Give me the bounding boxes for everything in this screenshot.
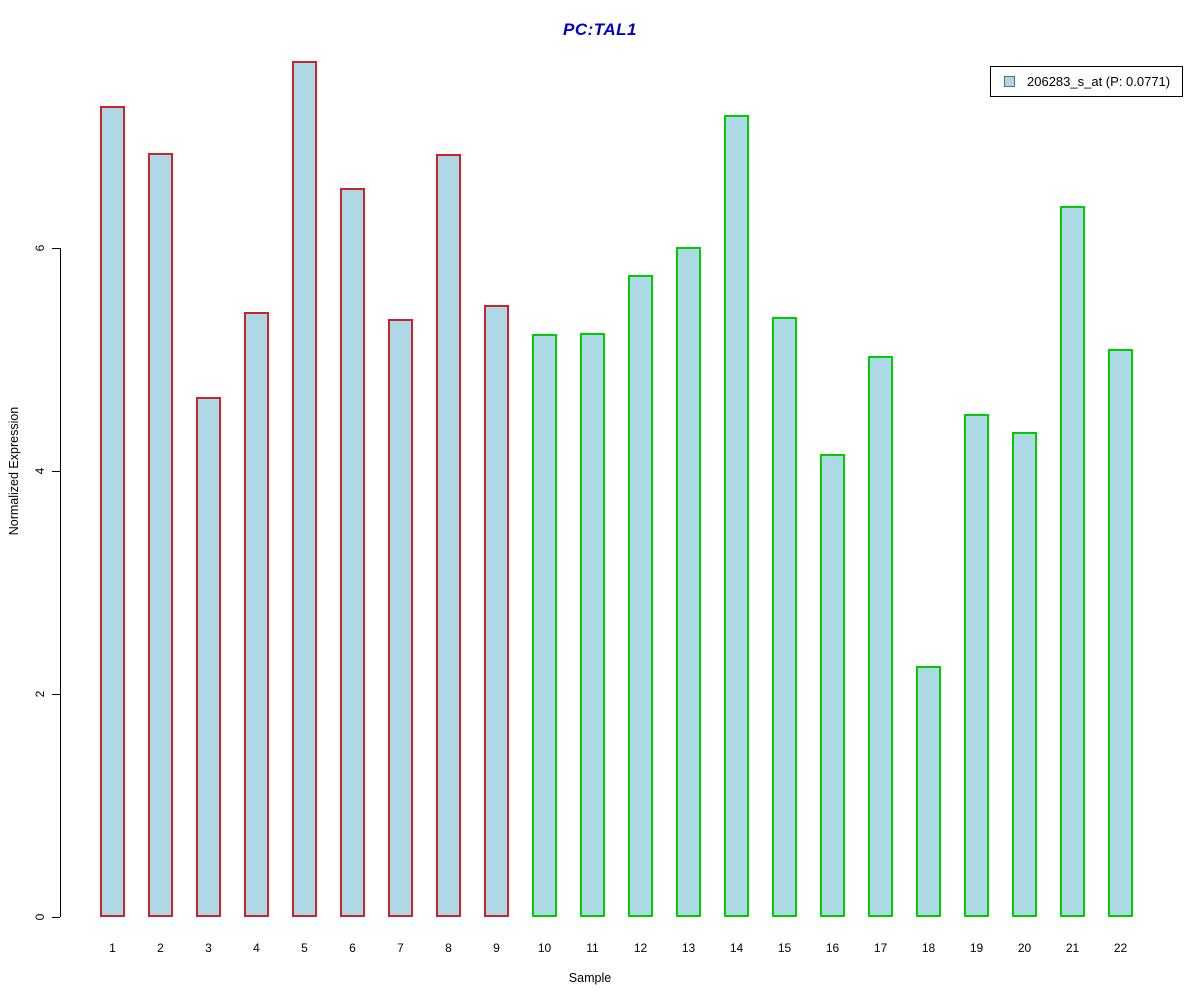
x-tick-label: 5 xyxy=(301,941,308,955)
x-tick-label: 12 xyxy=(633,941,648,955)
x-tick-label: 13 xyxy=(681,941,696,955)
x-tick-label: 21 xyxy=(1065,941,1080,955)
bar-sample-21 xyxy=(1060,206,1085,917)
bar-sample-1 xyxy=(100,106,125,917)
bar-sample-12 xyxy=(628,275,653,917)
bar-sample-6 xyxy=(340,188,365,917)
bar-sample-3 xyxy=(196,397,221,917)
bar-sample-8 xyxy=(436,154,461,917)
x-tick-label: 4 xyxy=(253,941,260,955)
x-tick-label: 6 xyxy=(349,941,356,955)
x-tick-label: 3 xyxy=(205,941,212,955)
page-title: PC:TAL1 xyxy=(562,20,637,39)
x-tick-label: 22 xyxy=(1113,941,1128,955)
x-tick-label: 7 xyxy=(397,941,404,955)
x-tick-label: 19 xyxy=(969,941,984,955)
y-tick-label: 4 xyxy=(33,467,47,475)
legend-swatch-icon xyxy=(1004,76,1015,87)
x-tick-label: 17 xyxy=(873,941,888,955)
y-axis-title: Normalized Expression xyxy=(7,406,21,536)
x-axis-title: Sample xyxy=(568,971,612,985)
bar-sample-9 xyxy=(484,305,509,917)
bar-sample-16 xyxy=(820,454,845,917)
y-tick xyxy=(52,693,60,695)
bar-sample-5 xyxy=(292,61,317,917)
bar-sample-17 xyxy=(868,356,893,917)
y-axis-line xyxy=(60,248,61,917)
legend: 206283_s_at (P: 0.0771) xyxy=(990,66,1183,97)
bar-sample-13 xyxy=(676,247,701,917)
x-tick-label: 14 xyxy=(729,941,744,955)
y-tick xyxy=(52,916,60,918)
bar-sample-18 xyxy=(916,666,941,917)
bar-sample-19 xyxy=(964,414,989,917)
y-tick xyxy=(52,470,60,472)
y-tick-label: 0 xyxy=(33,913,47,921)
y-tick xyxy=(52,247,60,249)
x-tick-label: 8 xyxy=(445,941,452,955)
x-tick-label: 9 xyxy=(493,941,500,955)
y-tick-label: 6 xyxy=(33,244,47,252)
bar-sample-10 xyxy=(532,334,557,917)
x-tick-label: 15 xyxy=(777,941,792,955)
x-tick-label: 10 xyxy=(537,941,552,955)
bar-sample-11 xyxy=(580,333,605,917)
bar-sample-15 xyxy=(772,317,797,917)
bar-sample-4 xyxy=(244,312,269,917)
bar-sample-2 xyxy=(148,153,173,917)
bar-sample-7 xyxy=(388,319,413,917)
x-tick-label: 16 xyxy=(825,941,840,955)
x-tick-label: 1 xyxy=(109,941,116,955)
bar-sample-22 xyxy=(1108,349,1133,917)
x-tick-label: 18 xyxy=(921,941,936,955)
bar-sample-20 xyxy=(1012,432,1037,917)
y-tick-label: 2 xyxy=(33,690,47,698)
x-tick-label: 2 xyxy=(157,941,164,955)
x-tick-label: 11 xyxy=(586,941,599,955)
bar-sample-14 xyxy=(724,115,749,917)
legend-label: 206283_s_at (P: 0.0771) xyxy=(1027,74,1171,89)
x-tick-label: 20 xyxy=(1017,941,1032,955)
